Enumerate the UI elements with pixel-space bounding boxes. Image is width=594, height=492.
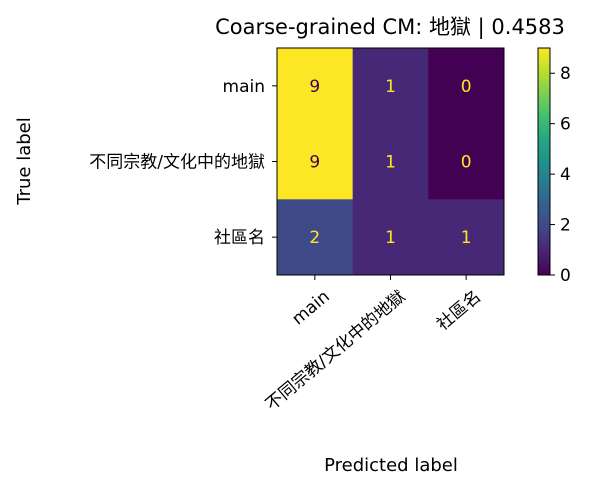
heatmap-cell [352,48,429,125]
y-axis-label: True label [14,117,35,206]
cell-value-label: 0 [461,153,472,173]
heatmap-cell-labels: 9 1 0 9 1 0 2 1 1 [309,77,471,248]
heatmap-cell [277,123,354,200]
x-axis-label: Predicted label [324,455,458,476]
y-tick-label: 社區名 [214,228,265,248]
y-tick-label: main [223,77,265,97]
colorbar-tick-label: 6 [560,115,571,135]
heatmap-cells [277,48,505,276]
cell-value-label: 1 [385,153,396,173]
colorbar-tick-label: 2 [560,216,571,236]
colorbar [537,47,551,276]
heatmap-cell [428,199,505,276]
heatmap-cell [277,48,354,125]
cell-value-label: 2 [309,228,320,248]
heatmap-cell [352,123,429,200]
y-tick-label: 不同宗教/文化中的地獄 [89,153,265,173]
chart-title: Coarse-grained CM: 地獄 | 0.4583 [215,15,565,40]
heatmap-cell [277,199,354,276]
colorbar-tick-label: 8 [560,64,571,84]
heatmap-cell [352,199,429,276]
colorbar-tick-label: 0 [560,266,571,286]
heatmap-cell [428,123,505,200]
x-tick-label: 社區名 [433,287,485,335]
x-tick-label: main [288,287,333,330]
cell-value-label: 1 [385,77,396,97]
cell-value-label: 1 [385,228,396,248]
colorbar-tick-label: 4 [560,165,571,185]
colorbar-ticks: 0 2 4 6 8 [550,64,571,286]
cell-value-label: 0 [461,77,472,97]
heatmap-cell [428,48,505,125]
cell-value-label: 9 [309,77,320,97]
x-tick-label: 不同宗教/文化中的地獄 [262,287,409,415]
cell-value-label: 1 [461,228,472,248]
cell-value-label: 9 [309,153,320,173]
